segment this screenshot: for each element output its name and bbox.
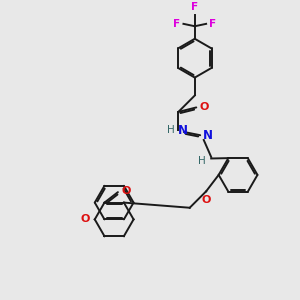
Text: O: O <box>201 195 211 205</box>
Text: F: F <box>209 19 216 29</box>
Text: O: O <box>122 186 131 196</box>
Text: H: H <box>167 125 175 135</box>
Text: N: N <box>178 124 188 137</box>
Text: O: O <box>81 214 90 224</box>
Text: F: F <box>173 19 181 29</box>
Text: F: F <box>191 2 198 13</box>
Text: H: H <box>198 156 206 166</box>
Text: N: N <box>203 129 213 142</box>
Text: O: O <box>200 102 209 112</box>
